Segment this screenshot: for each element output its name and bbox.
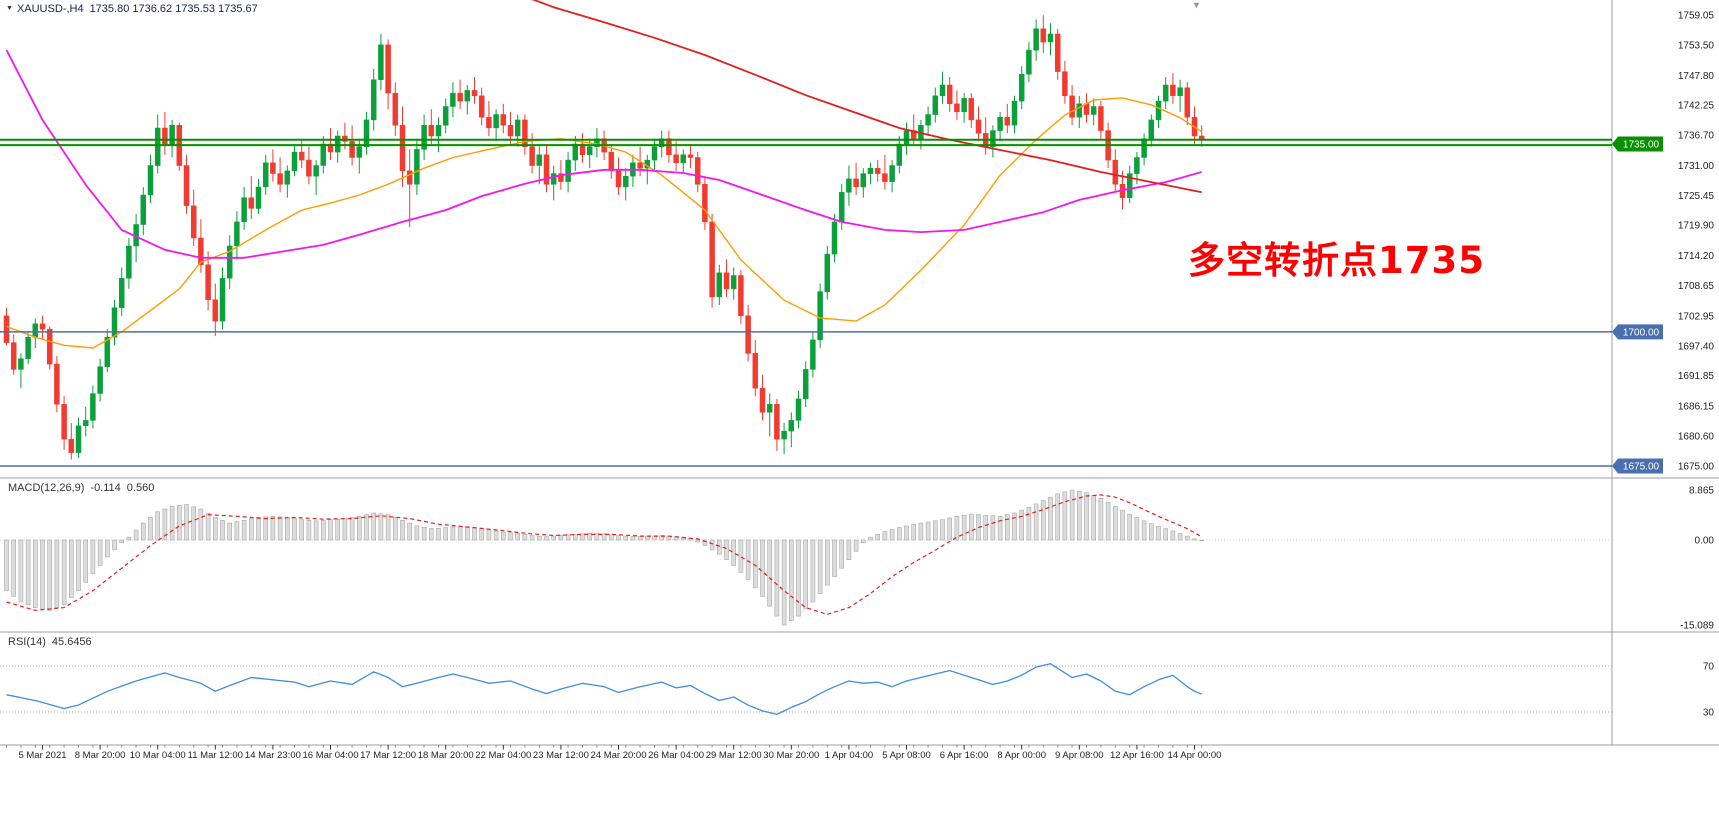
svg-text:1702.95: 1702.95 <box>1678 312 1715 323</box>
svg-text:14 Mar 23:00: 14 Mar 23:00 <box>245 750 301 761</box>
svg-text:30 Mar 20:00: 30 Mar 20:00 <box>763 750 819 761</box>
svg-text:1753.50: 1753.50 <box>1678 40 1715 51</box>
quote-ohlc: 1735.80 1736.62 1735.53 1735.67 <box>89 3 258 15</box>
svg-text:1680.60: 1680.60 <box>1678 432 1715 443</box>
svg-text:1708.65: 1708.65 <box>1678 281 1715 292</box>
svg-text:8.865: 8.865 <box>1689 486 1714 497</box>
svg-text:24 Mar 20:00: 24 Mar 20:00 <box>591 750 647 761</box>
macd-histogram <box>4 489 1204 626</box>
svg-text:1735.00: 1735.00 <box>1623 140 1660 151</box>
svg-text:11 Mar 12:00: 11 Mar 12:00 <box>188 750 243 761</box>
rsi-value: 45.6456 <box>51 636 92 648</box>
svg-text:17 Mar 12:00: 17 Mar 12:00 <box>360 750 416 761</box>
rsi-name: RSI(14) <box>8 636 46 648</box>
svg-text:1725.45: 1725.45 <box>1678 191 1715 202</box>
svg-text:-15.089: -15.089 <box>1680 621 1714 632</box>
svg-text:1719.90: 1719.90 <box>1678 221 1715 232</box>
svg-text:12 Apr 16:00: 12 Apr 16:00 <box>1110 750 1164 761</box>
svg-text:16 Mar 04:00: 16 Mar 04:00 <box>303 750 359 761</box>
svg-text:1691.85: 1691.85 <box>1678 371 1715 382</box>
macd-value: -0.114 <box>90 482 121 494</box>
price-axis-labels: 1759.05 1753.50 1747.80 1742.25 1736.70 1731.… <box>1678 11 1715 473</box>
svg-text:23 Mar 12:00: 23 Mar 12:00 <box>533 750 589 761</box>
svg-text:1736.70: 1736.70 <box>1678 130 1715 141</box>
scroll-to-end-icon[interactable]: ▼ <box>1192 0 1201 10</box>
svg-text:1714.20: 1714.20 <box>1678 251 1715 262</box>
svg-text:18 Mar 20:00: 18 Mar 20:00 <box>418 750 474 761</box>
horizontal-line-objects[interactable] <box>0 138 1612 467</box>
rsi-level-lines <box>0 665 1612 713</box>
macd-name: MACD(12,26,9) <box>8 482 85 494</box>
chart-canvas[interactable]: 1759.05 1753.50 1747.80 1742.25 1736.70 1731.… <box>0 0 1719 765</box>
symbol-period-label: XAUUSD-,H4 <box>16 3 84 15</box>
rsi-axis-labels: 70 30 <box>1703 662 1715 719</box>
svg-text:14 Apr 00:00: 14 Apr 00:00 <box>1168 750 1222 761</box>
time-axis: 5 Mar 2021 8 Mar 20:00 10 Mar 04:00 11 Mar … <box>6 745 1222 761</box>
symbol-marker-icon: ▼ <box>6 5 13 12</box>
svg-text:10 Mar 04:00: 10 Mar 04:00 <box>130 750 186 761</box>
svg-text:1675.00: 1675.00 <box>1623 462 1660 473</box>
svg-text:9 Apr 08:00: 9 Apr 08:00 <box>1055 750 1104 761</box>
svg-text:1742.25: 1742.25 <box>1678 101 1715 112</box>
svg-text:26 Mar 04:00: 26 Mar 04:00 <box>648 750 704 761</box>
svg-text:6 Apr 16:00: 6 Apr 16:00 <box>940 750 989 761</box>
price-tags: 1735.00 1700.00 1675.00 <box>1612 136 1663 474</box>
svg-text:1675.00: 1675.00 <box>1678 462 1715 473</box>
panel-separators <box>0 0 1719 746</box>
svg-text:1759.05: 1759.05 <box>1678 11 1715 22</box>
macd-indicator-title: MACD(12,26,9) -0.114 0.560 <box>8 482 160 494</box>
rsi-line <box>6 663 1202 715</box>
svg-text:8 Mar 20:00: 8 Mar 20:00 <box>75 750 126 761</box>
ma-mid-magenta <box>5 49 1202 259</box>
svg-text:1697.40: 1697.40 <box>1678 341 1715 352</box>
svg-text:5 Mar 2021: 5 Mar 2021 <box>18 750 66 761</box>
svg-text:22 Mar 04:00: 22 Mar 04:00 <box>475 750 531 761</box>
svg-text:1731.00: 1731.00 <box>1678 161 1715 172</box>
svg-text:0.00: 0.00 <box>1695 536 1715 547</box>
symbol-info: ▼ XAUUSD-,H4 1735.80 1736.62 1735.53 1735.… <box>6 3 258 15</box>
macd-signal-value: 0.560 <box>126 482 155 494</box>
svg-text:8 Apr 00:00: 8 Apr 00:00 <box>997 750 1046 761</box>
svg-text:1686.15: 1686.15 <box>1678 402 1715 413</box>
svg-text:5 Apr 08:00: 5 Apr 08:00 <box>882 750 931 761</box>
svg-text:1747.80: 1747.80 <box>1678 71 1715 82</box>
svg-text:29 Mar 12:00: 29 Mar 12:00 <box>706 750 762 761</box>
rsi-indicator-title: RSI(14) 45.6456 <box>8 636 98 648</box>
svg-text:30: 30 <box>1703 708 1715 719</box>
macd-axis-labels: 8.865 0.00 -15.089 <box>1680 486 1714 632</box>
svg-text:70: 70 <box>1703 662 1715 673</box>
candles-layer <box>3 15 1205 460</box>
chart-text-annotation[interactable]: 多空转折点1735 <box>1188 239 1485 282</box>
ma-slow-red <box>531 0 1202 194</box>
svg-text:1 Apr 04:00: 1 Apr 04:00 <box>825 750 874 761</box>
svg-text:1700.00: 1700.00 <box>1623 327 1660 338</box>
